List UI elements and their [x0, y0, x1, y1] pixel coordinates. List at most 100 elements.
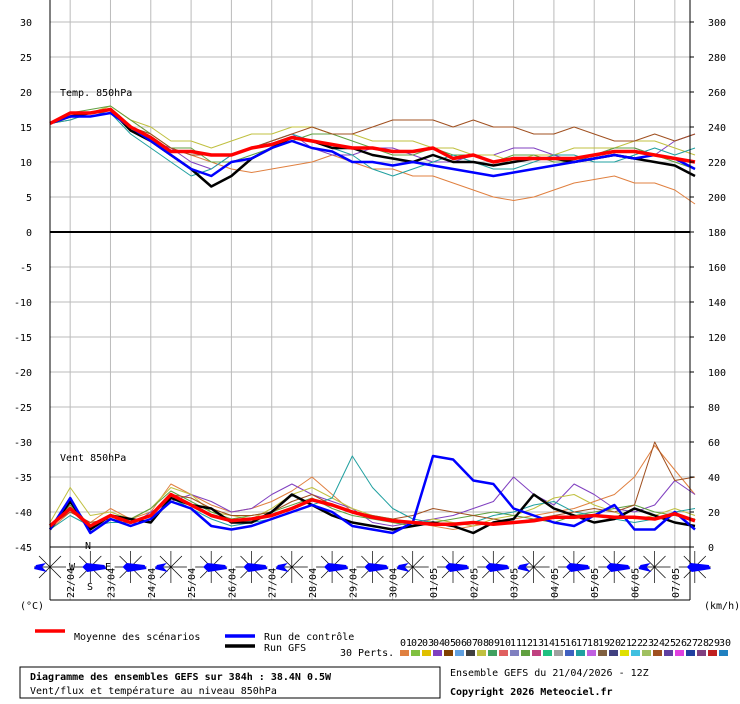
compass: S — [87, 582, 93, 593]
member-swatch — [521, 650, 530, 656]
y2-tick-label: 220 — [708, 158, 726, 169]
line — [49, 105, 696, 163]
member-swatch — [565, 650, 574, 656]
y2-tick-label: 20 — [708, 508, 720, 519]
x-tick-label: 23/04 — [106, 568, 117, 598]
y2-tick-label: 260 — [708, 88, 726, 99]
y2-tick-label: 40 — [708, 473, 720, 484]
x-tick-label: 28/04 — [308, 568, 319, 598]
rose — [34, 563, 47, 572]
member-swatch — [620, 650, 629, 656]
y2-tick-label: 140 — [708, 298, 726, 309]
y2-tick-label: 240 — [708, 123, 726, 134]
y2-tick-label: 200 — [708, 193, 726, 204]
y-tick-label: -25 — [14, 403, 32, 414]
y-tick-label: 15 — [20, 123, 32, 134]
y-tick-label: 5 — [26, 193, 32, 204]
member-swatch — [543, 650, 552, 656]
member-swatch — [609, 650, 618, 656]
y2-tick-label: 180 — [708, 228, 726, 239]
x-tick-label: 07/05 — [671, 568, 682, 598]
x-tick-label: 03/05 — [510, 568, 521, 598]
y2-tick-label: 160 — [708, 263, 726, 274]
x-tick-label: 29/04 — [348, 568, 359, 598]
member-label: 12 — [521, 638, 533, 649]
x-tick-label: 26/04 — [227, 568, 238, 598]
member-swatch — [532, 650, 541, 656]
member-swatch — [455, 650, 464, 656]
x-tick-label: 25/04 — [187, 568, 198, 598]
member-swatch — [664, 650, 673, 656]
y-tick-label: -15 — [14, 333, 32, 344]
member-label: 19 — [598, 638, 610, 649]
member-label: 26 — [675, 638, 687, 649]
member-label: 06 — [455, 638, 467, 649]
chart-subtitle: Vent/flux et température au niveau 850hP… — [30, 685, 277, 697]
x-tick-label: 24/04 — [147, 568, 158, 598]
member-swatch — [719, 650, 728, 656]
compass: W — [69, 562, 76, 573]
member-label: 04 — [433, 638, 445, 649]
member-swatch — [488, 650, 497, 656]
member-label: 02 — [411, 638, 423, 649]
member-label: 14 — [543, 638, 555, 649]
rose — [122, 563, 147, 572]
line — [49, 107, 696, 164]
y-tick-label: -10 — [14, 298, 32, 309]
member-label: 08 — [477, 638, 489, 649]
member-swatch — [653, 650, 662, 656]
rose — [275, 563, 289, 572]
x-tick-label: 30/04 — [389, 568, 400, 598]
rose — [606, 563, 631, 572]
members-label: 30 Perts. — [340, 648, 394, 659]
y-tick-label: 10 — [20, 158, 32, 169]
member-label: 17 — [576, 638, 588, 649]
member-swatch — [642, 650, 651, 656]
legend-label: Moyenne des scénarios — [74, 631, 200, 643]
member-label: 18 — [587, 638, 599, 649]
member-label: 03 — [422, 638, 434, 649]
member-swatch — [587, 650, 596, 656]
plot — [48, 105, 696, 535]
rose-axis — [643, 555, 666, 579]
member-label: 30 — [719, 638, 731, 649]
rose-axis — [280, 555, 304, 579]
y-tick-label: -5 — [20, 263, 32, 274]
y2-label: (km/h) — [704, 601, 740, 612]
member-label: 01 — [400, 638, 412, 649]
member-swatch — [708, 650, 717, 656]
y2-tick-label: 280 — [708, 53, 726, 64]
y-tick-label: 25 — [20, 53, 32, 64]
title-box — [19, 666, 441, 699]
member-swatch — [433, 650, 442, 656]
rose — [82, 563, 107, 572]
member-label: 11 — [510, 638, 522, 649]
line — [48, 492, 696, 528]
member-label: 09 — [488, 638, 500, 649]
rose — [364, 563, 389, 572]
y2-tick-label: 100 — [708, 368, 726, 379]
member-swatch — [576, 650, 585, 656]
rose — [243, 563, 268, 572]
chart-title: Diagramme des ensembles GEFS sur 384h : … — [30, 671, 332, 683]
y2-tick-label: 300 — [708, 18, 726, 29]
member-label: 22 — [631, 638, 643, 649]
y2-tick-label: 0 — [708, 543, 714, 554]
panel-label: Temp. 850hPa — [60, 88, 132, 99]
member-swatch — [686, 650, 695, 656]
rose-axis — [401, 555, 424, 579]
member-swatch — [554, 650, 563, 656]
y-tick-label: -30 — [14, 438, 32, 449]
member-label: 23 — [642, 638, 654, 649]
compass: E — [105, 562, 111, 573]
y2-tick-label: 60 — [708, 438, 720, 449]
legend-label: Run de contrôle — [264, 631, 354, 643]
member-label: 05 — [444, 638, 456, 649]
x-tick-label: 04/05 — [550, 568, 561, 598]
copyright: Copyright 2026 Meteociel.fr — [450, 686, 613, 698]
line — [48, 454, 696, 535]
x-tick-label: 22/04 — [66, 568, 77, 598]
member-swatch — [400, 650, 409, 656]
grid — [50, 0, 690, 600]
